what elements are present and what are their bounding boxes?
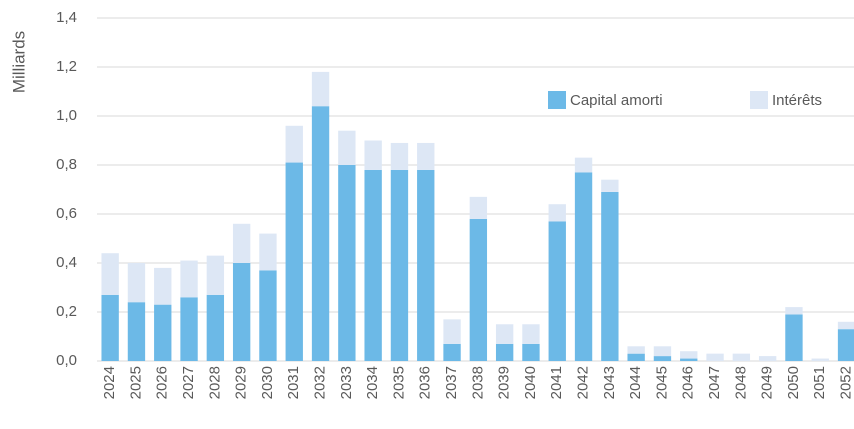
bar-segment — [443, 319, 461, 344]
bar-segment — [311, 106, 330, 361]
x-tick-label: 2039 — [496, 366, 513, 399]
x-tick-label: 2042 — [575, 366, 592, 399]
bar-segment — [837, 329, 854, 361]
x-tick-label: 2027 — [180, 366, 197, 399]
x-tick-label: 2035 — [390, 366, 407, 399]
x-tick-label: 2049 — [759, 366, 776, 399]
x-tick-label: 2033 — [338, 366, 355, 399]
bar-segment — [706, 353, 724, 361]
bar-segment — [495, 343, 514, 361]
bar-segment — [653, 356, 672, 361]
x-tick-label: 2029 — [233, 366, 250, 399]
x-tick-label: 2047 — [706, 366, 723, 399]
x-tick-label: 2044 — [627, 366, 644, 399]
x-tick-label: 2037 — [443, 366, 460, 399]
bar-segment — [101, 294, 119, 361]
legend-swatch — [750, 91, 768, 109]
bar-segment — [154, 267, 172, 305]
x-tick-label: 2040 — [522, 366, 539, 399]
bar-segment — [522, 324, 540, 344]
bar-segment — [601, 191, 619, 361]
bar-segment — [469, 196, 488, 219]
bar-segment — [259, 233, 277, 271]
x-tick-label: 2051 — [811, 366, 828, 399]
bar-segment — [364, 169, 382, 361]
x-tick-label: 2052 — [838, 366, 854, 399]
legend-label: Intérêts — [772, 92, 822, 109]
bar-segment — [574, 157, 593, 173]
bar-segment — [154, 304, 172, 361]
x-tick-label: 2032 — [312, 366, 329, 399]
bar-segment — [680, 351, 698, 359]
bar-segment — [285, 162, 303, 361]
x-tick-label: 2048 — [732, 366, 749, 399]
bar-segment — [364, 140, 382, 170]
bar-segment — [232, 263, 251, 361]
bar-segment — [785, 307, 803, 315]
y-tick-label: 1,4 — [56, 9, 77, 26]
x-tick-label: 2024 — [101, 366, 118, 399]
bar-segment — [206, 294, 225, 361]
legend-swatch — [548, 91, 566, 109]
bar-segment — [758, 356, 777, 361]
y-tick-label: 0,2 — [56, 303, 77, 320]
y-tick-label: 0,8 — [56, 156, 77, 173]
bar-segment — [338, 130, 356, 165]
x-tick-label: 2036 — [417, 366, 434, 399]
bar-segment — [548, 204, 566, 222]
bar-segment — [522, 343, 540, 361]
bar-segment — [601, 179, 619, 192]
x-tick-label: 2038 — [469, 366, 486, 399]
bar-segment — [232, 223, 251, 263]
bar-segment — [311, 71, 330, 107]
y-tick-label: 0,4 — [56, 254, 77, 271]
x-tick-label: 2034 — [364, 366, 381, 399]
x-tick-label: 2045 — [653, 366, 670, 399]
bar-segment — [785, 314, 803, 361]
bar-segment — [206, 255, 225, 295]
bar-segment — [627, 346, 645, 354]
x-tick-label: 2025 — [127, 366, 144, 399]
y-tick-label: 0,0 — [56, 352, 77, 369]
x-tick-label: 2041 — [548, 366, 565, 399]
bar-segment — [811, 358, 829, 361]
legend-label: Capital amorti — [570, 92, 663, 109]
bar-segment — [574, 172, 593, 361]
bar-segment — [259, 270, 277, 361]
bar-segment — [127, 263, 146, 303]
bar-segment — [443, 343, 461, 361]
x-tick-label: 2043 — [601, 366, 618, 399]
y-tick-label: 0,6 — [56, 205, 77, 222]
bar-segment — [653, 346, 672, 357]
x-tick-label: 2030 — [259, 366, 276, 399]
x-tick-label: 2026 — [154, 366, 171, 399]
x-tick-label: 2050 — [785, 366, 802, 399]
bar-segment — [390, 142, 409, 170]
y-axis-title: Milliards — [9, 31, 28, 93]
bar-segment — [417, 169, 435, 361]
bar-segment — [390, 169, 409, 361]
y-tick-label: 1,0 — [56, 107, 77, 124]
bar-segment — [417, 142, 435, 170]
bar-segment — [469, 218, 488, 361]
bar-segment — [627, 353, 645, 361]
bar-segment — [837, 321, 854, 330]
y-tick-label: 1,2 — [56, 58, 77, 75]
x-tick-label: 2028 — [206, 366, 223, 399]
bar-segment — [285, 125, 303, 163]
bar-segment — [180, 260, 198, 298]
bar-segment — [101, 253, 119, 295]
x-tick-label: 2046 — [680, 366, 697, 399]
bar-segment — [180, 297, 198, 361]
bar-segment — [548, 221, 566, 361]
bar-segment — [338, 165, 356, 361]
bar-segment — [495, 324, 514, 344]
x-tick-label: 2031 — [285, 366, 302, 399]
bar-segment — [680, 358, 698, 361]
bar-segment — [127, 302, 146, 361]
bar-segment — [732, 353, 751, 361]
